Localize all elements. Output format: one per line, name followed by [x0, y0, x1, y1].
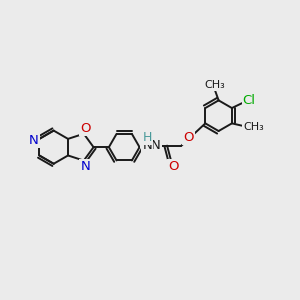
- Text: H: H: [141, 134, 150, 147]
- Text: N: N: [80, 160, 90, 173]
- Text: N: N: [151, 140, 161, 152]
- Text: N: N: [142, 140, 152, 152]
- Text: Cl: Cl: [243, 94, 256, 107]
- Text: H: H: [142, 131, 152, 144]
- Text: O: O: [80, 122, 91, 135]
- Text: O: O: [183, 131, 194, 144]
- Text: CH₃: CH₃: [243, 122, 264, 132]
- Text: N: N: [29, 134, 38, 147]
- Text: O: O: [168, 160, 178, 172]
- Text: CH₃: CH₃: [204, 80, 225, 90]
